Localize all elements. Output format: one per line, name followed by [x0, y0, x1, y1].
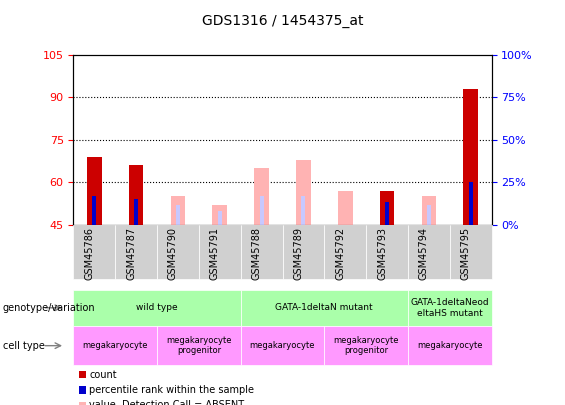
Bar	[463, 89, 478, 225]
Text: cell type: cell type	[3, 341, 45, 351]
Text: GSM45786: GSM45786	[84, 227, 94, 280]
Text: GSM45789: GSM45789	[293, 227, 303, 280]
Text: value, Detection Call = ABSENT: value, Detection Call = ABSENT	[89, 401, 245, 405]
Bar	[385, 202, 389, 225]
Text: GATA-1deltaN mutant: GATA-1deltaN mutant	[276, 303, 373, 312]
Bar	[176, 205, 180, 225]
Text: megakaryocyte: megakaryocyte	[82, 341, 148, 350]
Text: GSM45792: GSM45792	[335, 227, 345, 280]
Text: wild type: wild type	[136, 303, 178, 312]
Text: GSM45795: GSM45795	[460, 227, 471, 280]
Bar	[301, 196, 306, 225]
Text: GSM45791: GSM45791	[210, 227, 220, 280]
Text: count: count	[89, 370, 117, 379]
Text: megakaryocyte: megakaryocyte	[250, 341, 315, 350]
Text: genotype/variation: genotype/variation	[3, 303, 95, 313]
Bar	[134, 199, 138, 225]
Bar	[296, 160, 311, 225]
Text: GSM45787: GSM45787	[126, 227, 136, 280]
Text: percentile rank within the sample: percentile rank within the sample	[89, 385, 254, 395]
Text: megakaryocyte: megakaryocyte	[417, 341, 483, 350]
Bar	[129, 165, 144, 225]
Bar	[338, 191, 353, 225]
Bar	[254, 168, 269, 225]
Text: megakaryocyte
progenitor: megakaryocyte progenitor	[333, 336, 399, 355]
Bar	[427, 205, 431, 225]
Bar	[259, 196, 264, 225]
Text: GATA-1deltaNeod
eltaHS mutant: GATA-1deltaNeod eltaHS mutant	[410, 298, 489, 318]
Text: GSM45788: GSM45788	[251, 227, 262, 280]
Bar	[92, 196, 97, 225]
Text: GSM45790: GSM45790	[168, 227, 178, 280]
Text: GDS1316 / 1454375_at: GDS1316 / 1454375_at	[202, 14, 363, 28]
Bar	[301, 196, 306, 225]
Text: GSM45794: GSM45794	[419, 227, 429, 280]
Bar	[87, 157, 102, 225]
Bar	[421, 196, 436, 225]
Text: megakaryocyte
progenitor: megakaryocyte progenitor	[166, 336, 232, 355]
Text: GSM45793: GSM45793	[377, 227, 387, 280]
Bar	[171, 196, 185, 225]
Bar	[380, 191, 394, 225]
Bar	[218, 211, 222, 225]
Bar	[468, 182, 473, 225]
Bar	[212, 205, 227, 225]
